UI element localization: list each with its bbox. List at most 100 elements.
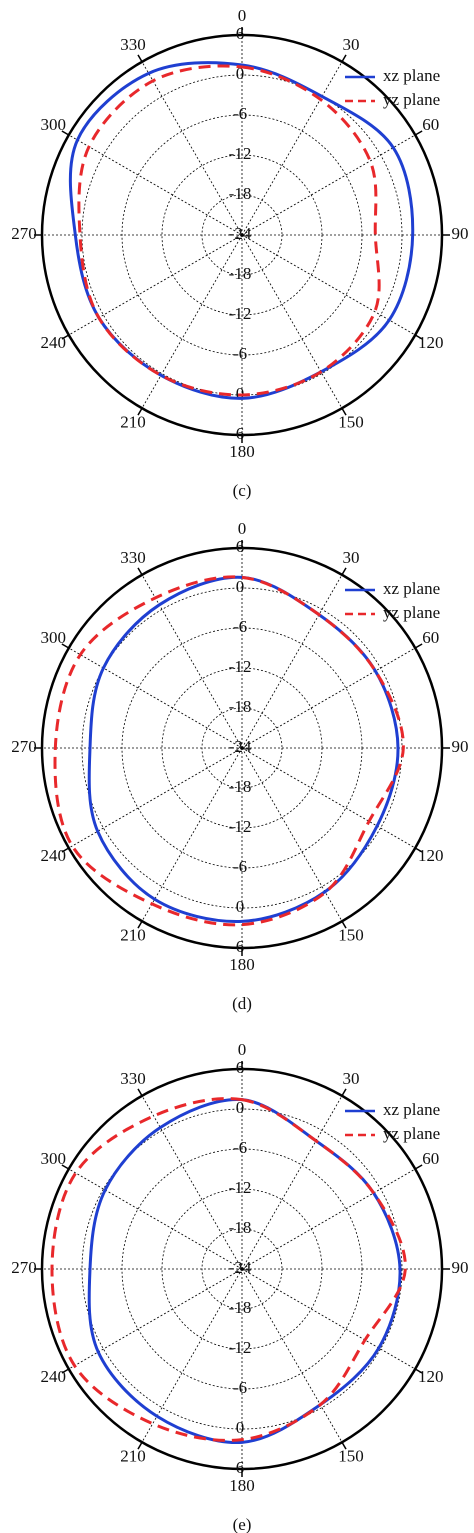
radial-tick-label: -24 [229, 737, 252, 756]
angle-tick-label: 330 [120, 548, 146, 567]
spoke [141, 1268, 243, 1443]
spoke [141, 234, 243, 409]
radial-tick-label: -6 [233, 1378, 247, 1397]
spoke [241, 234, 416, 336]
angle-tick-label: 30 [343, 548, 360, 567]
spoke [241, 134, 416, 236]
angle-tick [341, 407, 347, 416]
angle-tick-label: 210 [120, 1447, 146, 1466]
legend-label: yz plane [383, 1124, 440, 1143]
angle-tick-label: 270 [11, 224, 37, 243]
spoke [141, 61, 243, 236]
spoke [141, 1095, 243, 1270]
radial-tick-label: 0 [236, 1418, 245, 1437]
angle-tick-label: 30 [343, 35, 360, 54]
angle-tick [341, 1088, 347, 1097]
angle-tick-label: 90 [452, 1258, 469, 1277]
angle-tick-label: 180 [229, 442, 255, 461]
radial-tick-label: -12 [229, 1338, 252, 1357]
radial-tick-label: 0 [236, 897, 245, 916]
angle-tick [137, 54, 143, 63]
angle-tick-label: 270 [11, 737, 37, 756]
angle-tick [341, 54, 347, 63]
radial-tick-label: 0 [236, 384, 245, 403]
radial-tick-label: -18 [229, 1218, 252, 1237]
spoke [68, 747, 243, 849]
radial-tick-label: 6 [236, 24, 245, 43]
angle-tick-label: 330 [120, 35, 146, 54]
radial-tick-label: -6 [233, 857, 247, 876]
angle-tick [137, 567, 143, 576]
angle-tick [137, 920, 143, 929]
spoke [241, 1268, 416, 1370]
angle-tick [61, 847, 70, 853]
spoke [141, 747, 243, 922]
spoke [241, 1168, 416, 1270]
spoke [68, 1168, 243, 1270]
spoke [141, 574, 243, 749]
radial-tick-label: -24 [229, 1258, 252, 1277]
angle-tick [61, 334, 70, 340]
legend-label: xz plane [383, 66, 440, 85]
pattern-line [53, 575, 405, 927]
angle-tick [137, 1088, 143, 1097]
radial-tick-label: -6 [233, 617, 247, 636]
pattern-line [77, 64, 381, 397]
radial-tick-label: -12 [229, 304, 252, 323]
spoke [241, 747, 343, 922]
angle-tick [137, 407, 143, 416]
angle-tick-label: 150 [338, 413, 364, 432]
angle-tick-label: 300 [40, 115, 66, 134]
radial-tick-label: -18 [229, 777, 252, 796]
radial-tick-label: -12 [229, 1178, 252, 1197]
angle-tick-label: 60 [422, 115, 439, 134]
spoke [241, 61, 343, 236]
radial-tick-label: 6 [236, 1458, 245, 1477]
angle-tick-label: 150 [338, 926, 364, 945]
radial-tick-label: 6 [236, 937, 245, 956]
spoke [241, 647, 416, 749]
angle-tick-label: 90 [452, 224, 469, 243]
angle-tick [61, 643, 70, 649]
angle-tick-label: 300 [40, 628, 66, 647]
angle-tick-label: 60 [422, 1149, 439, 1168]
angle-tick [341, 920, 347, 929]
radial-tick-label: -6 [233, 104, 247, 123]
angle-tick [341, 1441, 347, 1450]
radial-tick-label: -18 [229, 264, 252, 283]
spoke [241, 747, 416, 849]
angle-tick-label: 0 [238, 6, 247, 25]
radial-tick-label: 6 [236, 537, 245, 556]
radial-tick-label: 0 [236, 1098, 245, 1117]
radial-tick-label: -18 [229, 1298, 252, 1317]
radial-tick-label: 0 [236, 64, 245, 83]
pattern-line [68, 61, 415, 400]
radial-tick-label: 6 [236, 1058, 245, 1077]
spoke [68, 234, 243, 336]
angle-tick-label: 150 [338, 1447, 364, 1466]
angle-tick [414, 847, 423, 853]
angle-tick-label: 210 [120, 926, 146, 945]
angle-tick [61, 1368, 70, 1374]
angle-tick-label: 210 [120, 413, 146, 432]
caption: (c) [233, 481, 252, 500]
radial-tick-label: -6 [233, 344, 247, 363]
angle-tick [61, 1164, 70, 1170]
legend-label: xz plane [383, 1100, 440, 1119]
caption: (e) [233, 1515, 252, 1533]
radial-tick-label: 6 [236, 424, 245, 443]
legend-label: xz plane [383, 579, 440, 598]
angle-tick [414, 130, 423, 136]
radial-tick-label: -6 [233, 1138, 247, 1157]
radial-tick-label: -24 [229, 224, 252, 243]
angle-tick-label: 0 [238, 1040, 247, 1059]
spoke [68, 134, 243, 236]
radial-tick-label: -12 [229, 817, 252, 836]
angle-tick [61, 130, 70, 136]
angle-tick-label: 240 [40, 1367, 66, 1386]
spoke [68, 647, 243, 749]
spoke [241, 574, 343, 749]
angle-tick-label: 300 [40, 1149, 66, 1168]
spoke [68, 1268, 243, 1370]
